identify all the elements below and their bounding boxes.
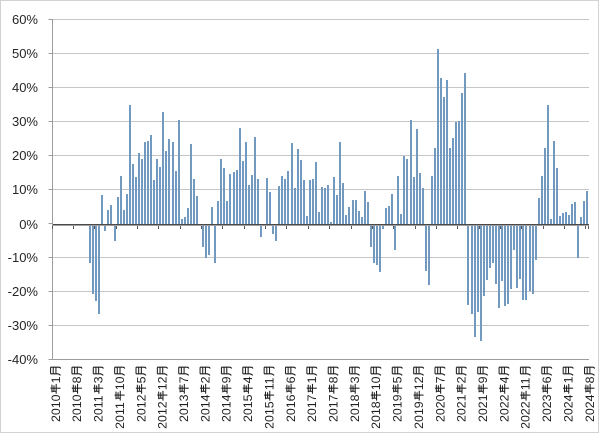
svg-text:30%: 30% bbox=[12, 114, 38, 129]
svg-text:2021: 2021 bbox=[476, 394, 490, 422]
svg-text:2024: 2024 bbox=[561, 394, 575, 422]
svg-text:2019: 2019 bbox=[412, 401, 426, 429]
svg-text:7: 7 bbox=[177, 376, 191, 383]
svg-text:2012: 2012 bbox=[134, 394, 148, 422]
svg-text:60%: 60% bbox=[12, 12, 38, 27]
svg-text:2015: 2015 bbox=[241, 394, 255, 422]
svg-text:9: 9 bbox=[476, 376, 490, 383]
svg-text:2020: 2020 bbox=[433, 394, 447, 422]
svg-text:8: 8 bbox=[70, 376, 84, 383]
svg-text:3: 3 bbox=[92, 376, 106, 383]
svg-text:4: 4 bbox=[497, 376, 511, 383]
svg-text:50%: 50% bbox=[12, 46, 38, 61]
svg-text:0%: 0% bbox=[19, 217, 38, 232]
svg-text:1: 1 bbox=[305, 376, 319, 383]
svg-text:1: 1 bbox=[561, 376, 575, 383]
svg-text:11: 11 bbox=[519, 377, 533, 390]
svg-text:8: 8 bbox=[326, 376, 340, 383]
svg-text:2010: 2010 bbox=[49, 394, 63, 422]
svg-text:3: 3 bbox=[348, 376, 362, 383]
svg-text:2: 2 bbox=[198, 376, 212, 383]
svg-text:6: 6 bbox=[540, 376, 554, 383]
svg-text:40%: 40% bbox=[12, 80, 38, 95]
svg-text:2010: 2010 bbox=[70, 394, 84, 422]
svg-text:2013: 2013 bbox=[177, 394, 191, 422]
svg-text:2019: 2019 bbox=[391, 394, 405, 422]
svg-text:6: 6 bbox=[284, 376, 298, 383]
svg-text:4: 4 bbox=[241, 376, 255, 383]
svg-text:2014: 2014 bbox=[198, 394, 212, 422]
svg-text:-20%: -20% bbox=[8, 284, 39, 299]
svg-text:2011: 2011 bbox=[113, 402, 127, 429]
svg-text:-10%: -10% bbox=[8, 250, 39, 265]
svg-text:2018: 2018 bbox=[348, 394, 362, 422]
svg-text:2012: 2012 bbox=[156, 401, 170, 429]
svg-text:2017: 2017 bbox=[326, 394, 340, 422]
svg-text:8: 8 bbox=[583, 376, 597, 383]
svg-text:20%: 20% bbox=[12, 148, 38, 163]
svg-text:2021: 2021 bbox=[455, 394, 469, 422]
svg-text:-30%: -30% bbox=[8, 318, 39, 333]
svg-text:12: 12 bbox=[412, 376, 426, 390]
svg-text:2017: 2017 bbox=[305, 394, 319, 422]
svg-text:2022: 2022 bbox=[519, 401, 533, 429]
svg-text:1: 1 bbox=[49, 376, 63, 383]
svg-text:2023: 2023 bbox=[540, 394, 554, 422]
svg-text:7: 7 bbox=[433, 376, 447, 383]
svg-text:2011: 2011 bbox=[92, 395, 106, 422]
svg-text:-40%: -40% bbox=[8, 352, 39, 367]
svg-text:2024: 2024 bbox=[583, 394, 597, 422]
svg-text:2014: 2014 bbox=[220, 394, 234, 422]
svg-text:2: 2 bbox=[455, 376, 469, 383]
svg-text:2018: 2018 bbox=[369, 401, 383, 429]
svg-text:2016: 2016 bbox=[284, 394, 298, 422]
svg-text:2022: 2022 bbox=[497, 394, 511, 422]
svg-text:10: 10 bbox=[113, 376, 127, 390]
svg-text:10%: 10% bbox=[12, 182, 38, 197]
svg-text:11: 11 bbox=[262, 377, 276, 390]
svg-text:9: 9 bbox=[220, 376, 234, 383]
svg-text:2015: 2015 bbox=[262, 401, 276, 429]
svg-text:10: 10 bbox=[369, 376, 383, 390]
svg-text:5: 5 bbox=[391, 376, 405, 383]
svg-text:12: 12 bbox=[156, 376, 170, 390]
svg-text:5: 5 bbox=[134, 376, 148, 383]
